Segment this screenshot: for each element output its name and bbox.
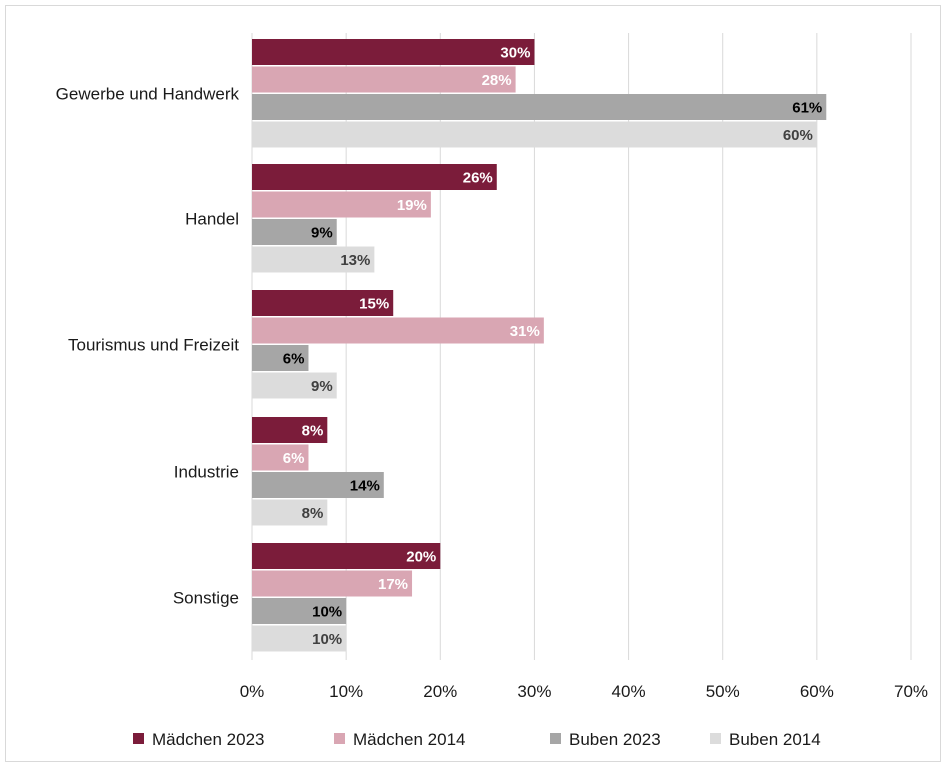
- bar: [252, 290, 394, 316]
- legend-label: Mädchen 2014: [353, 730, 465, 749]
- data-label: 14%: [350, 478, 380, 495]
- bar: [252, 444, 309, 471]
- bar: [252, 219, 337, 245]
- data-label: 10%: [312, 631, 342, 648]
- x-tick-label: 30%: [517, 682, 551, 701]
- bar: [252, 94, 827, 120]
- data-label: 31%: [510, 323, 540, 340]
- bar: [252, 317, 544, 344]
- data-label: 13%: [340, 252, 370, 269]
- bar: [252, 625, 347, 652]
- data-label: 60%: [783, 127, 813, 144]
- bar: [252, 345, 309, 371]
- legend-label: Buben 2014: [729, 730, 821, 749]
- data-label: 61%: [792, 100, 822, 117]
- bar: [252, 191, 431, 218]
- category-label: Sonstige: [173, 588, 239, 607]
- bar: [252, 246, 375, 273]
- data-label: 28%: [482, 72, 512, 89]
- x-tick-label: 0%: [240, 682, 265, 701]
- legend-label: Buben 2023: [569, 730, 661, 749]
- x-tick-label: 50%: [706, 682, 740, 701]
- data-label: 10%: [312, 604, 342, 621]
- category-label: Industrie: [174, 462, 239, 481]
- legend-swatch: [550, 733, 561, 744]
- data-label: 20%: [406, 549, 436, 566]
- bar: [252, 570, 413, 597]
- data-label: 8%: [302, 423, 324, 440]
- bar: [252, 499, 328, 526]
- legend-swatch: [710, 733, 721, 744]
- bar: [252, 417, 328, 443]
- x-tick-label: 60%: [800, 682, 834, 701]
- bar: [252, 472, 384, 498]
- data-label: 17%: [378, 576, 408, 593]
- bar: [252, 66, 516, 93]
- legend-swatch: [133, 733, 144, 744]
- data-label: 6%: [283, 351, 305, 368]
- chart-frame: [5, 5, 941, 762]
- data-label: 9%: [311, 225, 333, 242]
- data-label: 30%: [500, 45, 530, 62]
- bar: [252, 543, 441, 569]
- bar: [252, 164, 497, 190]
- data-label: 15%: [359, 296, 389, 313]
- data-label: 8%: [302, 505, 324, 522]
- bar: [252, 598, 347, 624]
- category-label: Handel: [185, 209, 239, 228]
- data-label: 6%: [283, 450, 305, 467]
- bar: [252, 121, 817, 148]
- x-tick-label: 10%: [329, 682, 363, 701]
- bar: [252, 39, 535, 65]
- legend-swatch: [334, 733, 345, 744]
- x-tick-label: 70%: [894, 682, 928, 701]
- data-label: 26%: [463, 170, 493, 187]
- x-tick-label: 40%: [612, 682, 646, 701]
- data-label: 9%: [311, 378, 333, 395]
- category-label: Tourismus und Freizeit: [68, 335, 239, 354]
- x-tick-label: 20%: [423, 682, 457, 701]
- category-label: Gewerbe und Handwerk: [56, 84, 240, 103]
- data-label: 19%: [397, 197, 427, 214]
- legend-label: Mädchen 2023: [152, 730, 264, 749]
- bar: [252, 372, 337, 399]
